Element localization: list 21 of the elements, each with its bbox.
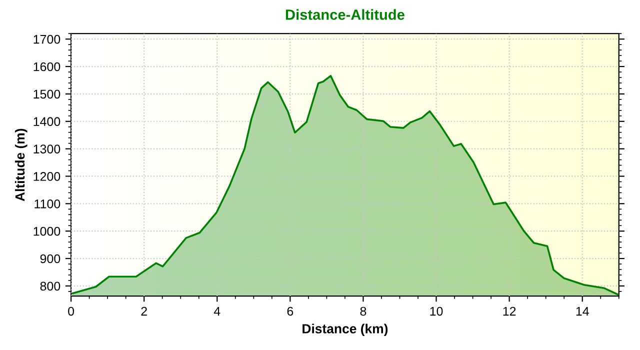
y-tick-label: 1000 xyxy=(34,226,60,236)
y-tick-label: 1100 xyxy=(34,199,60,208)
x-tick-label: 0 xyxy=(68,306,74,316)
x-tick-label: 4 xyxy=(214,306,220,316)
x-tick-label: 2 xyxy=(141,306,147,316)
x-tick-label: 6 xyxy=(287,306,294,316)
x-tick-label: 10 xyxy=(430,306,443,316)
y-tick-label: 1300 xyxy=(34,144,60,154)
y-tick-label: 800 xyxy=(40,282,60,291)
x-tick-label: 12 xyxy=(503,306,516,316)
y-tick-label: 1700 xyxy=(34,34,60,44)
chart-title: Distance-Altitude xyxy=(286,9,404,20)
y-tick-label: 1400 xyxy=(34,117,60,126)
y-tick-label: 900 xyxy=(40,254,60,264)
x-tick-label: 8 xyxy=(360,306,366,316)
y-tick-label: 1200 xyxy=(34,172,60,181)
x-axis-title: Distance (km) xyxy=(302,324,388,336)
x-tick-label: 14 xyxy=(576,306,589,316)
y-tick-label: 1600 xyxy=(34,62,60,72)
y-axis-title: Altitude (m) xyxy=(14,128,28,202)
y-tick-label: 1500 xyxy=(34,90,60,99)
